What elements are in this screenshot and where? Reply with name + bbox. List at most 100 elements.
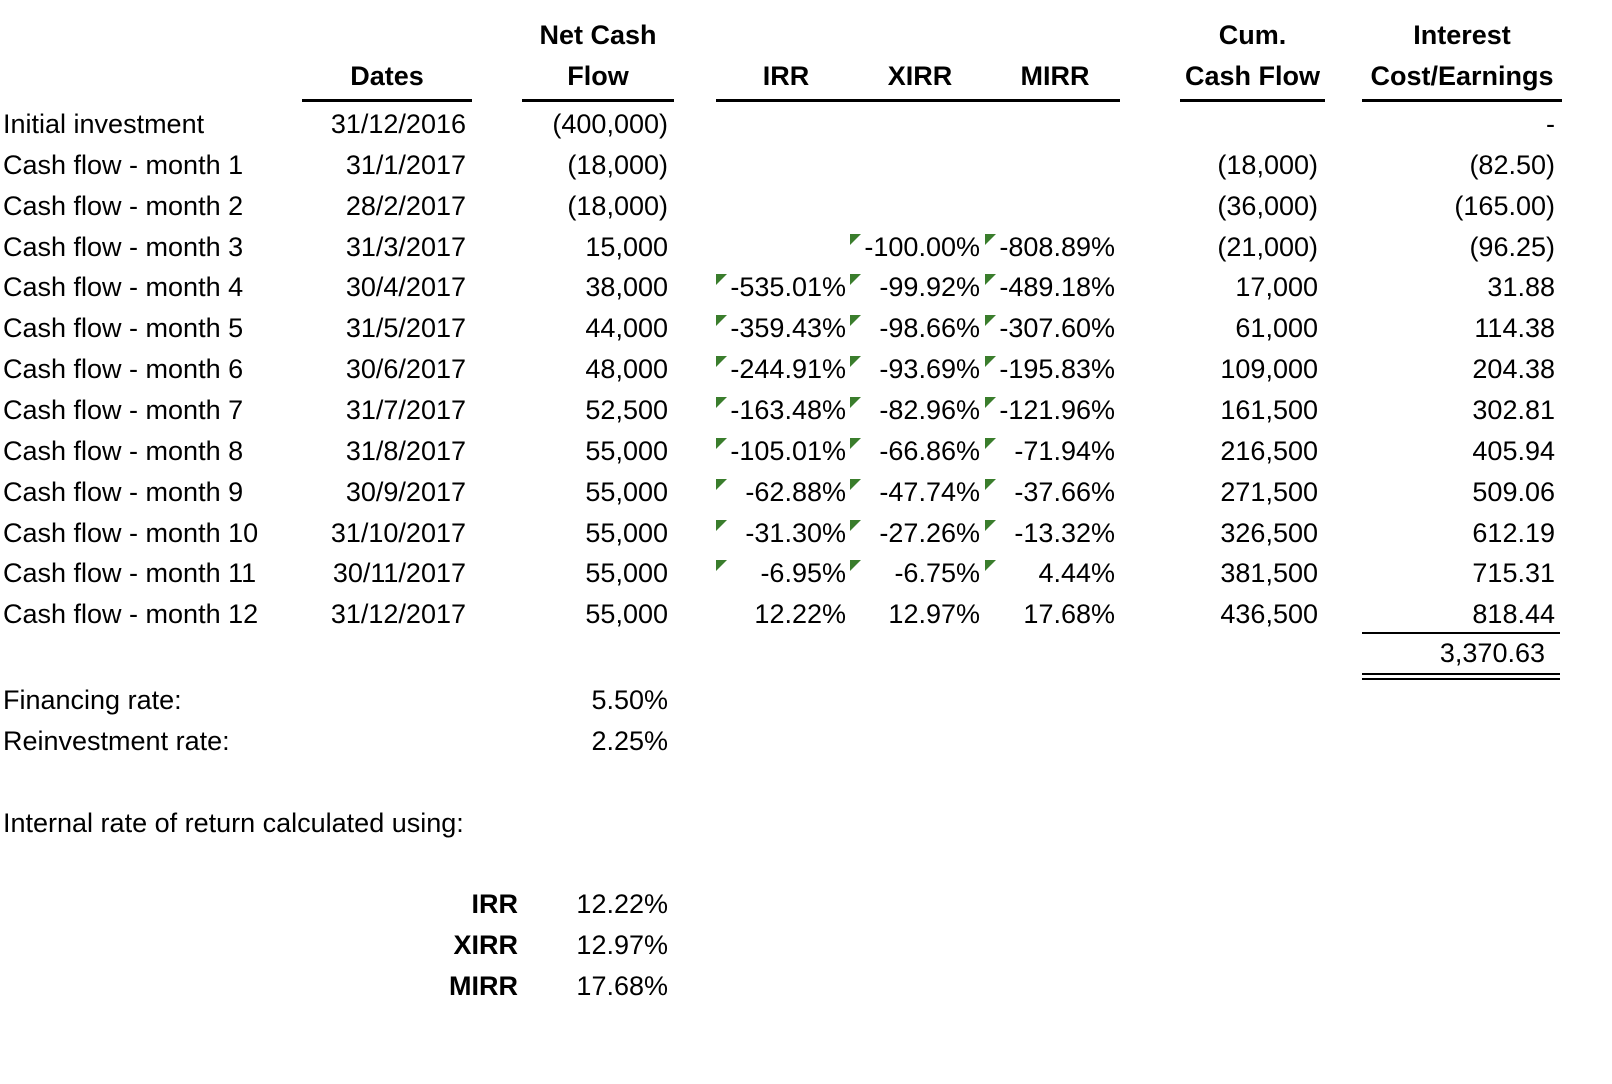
row-net-cash-flow[interactable]: (400,000) — [552, 109, 668, 139]
row-net-cash-flow[interactable]: 52,500 — [585, 394, 668, 425]
row-cum-cash-flow[interactable]: (18,000) — [1217, 149, 1318, 180]
row-xirr[interactable]: -82.96% — [879, 394, 980, 425]
row-interest[interactable]: - — [1546, 109, 1555, 139]
row-net-cash-flow[interactable]: 44,000 — [585, 313, 668, 344]
row-interest[interactable]: 612.19 — [1472, 517, 1555, 548]
row-irr[interactable]: -163.48% — [730, 394, 846, 425]
row-interest[interactable]: 204.38 — [1472, 354, 1555, 385]
row-xirr[interactable]: -6.75% — [894, 558, 980, 589]
row-interest[interactable]: 31.88 — [1487, 272, 1555, 303]
row-interest[interactable]: 405.94 — [1472, 435, 1555, 466]
row-label: Cash flow - month 7 — [3, 394, 244, 425]
row-cum-cash-flow[interactable]: 17,000 — [1235, 272, 1318, 303]
row-cum-cash-flow[interactable]: 326,500 — [1220, 517, 1318, 548]
row-net-cash-flow[interactable]: (18,000) — [567, 149, 668, 180]
row-net-cash-flow[interactable]: 38,000 — [585, 272, 668, 303]
row-cum-cash-flow[interactable]: 109,000 — [1220, 354, 1318, 385]
row-mirr[interactable]: 17.68% — [1023, 599, 1115, 630]
row-irr[interactable]: -31.30% — [745, 517, 846, 548]
row-date[interactable]: 28/2/2017 — [345, 190, 466, 221]
row-cum-cash-flow[interactable]: 216,500 — [1220, 435, 1318, 466]
row-net-cash-flow[interactable]: (18,000) — [567, 190, 668, 221]
row-mirr[interactable]: -808.89% — [999, 231, 1115, 262]
row-interest[interactable]: 509.06 — [1472, 476, 1555, 507]
row-irr[interactable]: -359.43% — [730, 313, 846, 344]
error-indicator-icon — [850, 560, 861, 572]
row-interest[interactable]: (96.25) — [1469, 231, 1555, 262]
row-cum-cash-flow[interactable]: 271,500 — [1220, 476, 1318, 507]
row-interest[interactable]: (82.50) — [1469, 149, 1555, 180]
error-indicator-icon — [716, 437, 727, 449]
row-xirr[interactable]: 12.97% — [888, 599, 980, 630]
row-xirr[interactable]: -99.92% — [879, 272, 980, 303]
row-mirr[interactable]: -489.18% — [999, 272, 1115, 303]
row-irr[interactable]: 12.22% — [754, 599, 846, 630]
row-mirr[interactable]: -307.60% — [999, 313, 1115, 344]
row-interest[interactable]: 715.31 — [1472, 558, 1555, 589]
row-irr[interactable]: -535.01% — [730, 272, 846, 303]
row-date[interactable]: 31/3/2017 — [345, 231, 466, 262]
row-xirr[interactable]: -100.00% — [864, 231, 980, 262]
row-label: Cash flow - month 4 — [3, 272, 244, 303]
row-irr[interactable]: -105.01% — [730, 435, 846, 466]
row-cum-cash-flow[interactable]: 381,500 — [1220, 558, 1318, 589]
row-net-cash-flow[interactable]: 55,000 — [585, 476, 668, 507]
row-xirr[interactable]: -47.74% — [879, 476, 980, 507]
row-net-cash-flow[interactable]: 55,000 — [585, 435, 668, 466]
row-net-cash-flow[interactable]: 55,000 — [585, 599, 668, 630]
row-mirr[interactable]: -121.96% — [999, 394, 1115, 425]
row-date[interactable]: 30/11/2017 — [332, 558, 466, 589]
row-mirr[interactable]: -195.83% — [999, 354, 1115, 385]
row-interest[interactable]: 818.44 — [1472, 599, 1555, 630]
row-cum-cash-flow[interactable]: (21,000) — [1217, 231, 1318, 262]
financing-rate-value[interactable]: 5.50% — [591, 685, 668, 715]
row-cum-cash-flow[interactable]: (36,000) — [1217, 190, 1318, 221]
row-cum-cash-flow[interactable]: 161,500 — [1220, 394, 1318, 425]
row-label: Cash flow - month 10 — [3, 517, 259, 548]
row-date[interactable]: 31/12/2017 — [330, 599, 466, 630]
row-xirr[interactable]: -66.86% — [879, 435, 980, 466]
row-irr[interactable]: -62.88% — [745, 476, 846, 507]
header-mirr: MIRR — [1020, 61, 1090, 91]
header-xirr: XIRR — [887, 61, 953, 91]
row-date[interactable]: 30/4/2017 — [345, 272, 466, 303]
row-date[interactable]: 31/8/2017 — [345, 435, 466, 466]
summary-irr-value[interactable]: 12.22% — [576, 889, 668, 919]
row-net-cash-flow[interactable]: 48,000 — [585, 354, 668, 385]
row-net-cash-flow[interactable]: 15,000 — [585, 231, 668, 262]
row-irr[interactable]: -244.91% — [730, 354, 846, 385]
interest-total[interactable]: 3,370.63 — [1439, 638, 1545, 668]
row-mirr[interactable]: -37.66% — [1014, 476, 1115, 507]
summary-xirr-value[interactable]: 12.97% — [576, 930, 668, 960]
error-indicator-icon — [850, 437, 861, 449]
row-label: Initial investment — [3, 109, 205, 139]
row-mirr[interactable]: -71.94% — [1014, 435, 1115, 466]
row-date[interactable]: 30/9/2017 — [345, 476, 466, 507]
summary-mirr-value[interactable]: 17.68% — [576, 971, 668, 1001]
row-date[interactable]: 31/12/2016 — [330, 109, 466, 139]
summary-xirr-label: XIRR — [453, 930, 518, 960]
row-interest[interactable]: 114.38 — [1474, 313, 1555, 344]
row-date[interactable]: 30/6/2017 — [345, 354, 466, 385]
row-mirr[interactable]: 4.44% — [1038, 558, 1115, 589]
error-indicator-icon — [716, 478, 727, 490]
row-date[interactable]: 31/10/2017 — [330, 517, 466, 548]
row-date[interactable]: 31/1/2017 — [345, 149, 466, 180]
row-xirr[interactable]: -93.69% — [879, 354, 980, 385]
row-irr[interactable]: -6.95% — [760, 558, 846, 589]
summary-mirr-label: MIRR — [449, 971, 518, 1001]
row-net-cash-flow[interactable]: 55,000 — [585, 517, 668, 548]
row-interest[interactable]: 302.81 — [1472, 394, 1555, 425]
row-cum-cash-flow[interactable]: 61,000 — [1235, 313, 1318, 344]
row-date[interactable]: 31/7/2017 — [345, 394, 466, 425]
row-xirr[interactable]: -27.26% — [879, 517, 980, 548]
error-indicator-icon — [850, 233, 861, 245]
reinvestment-rate-value[interactable]: 2.25% — [591, 726, 668, 756]
row-date[interactable]: 31/5/2017 — [345, 313, 466, 344]
row-interest[interactable]: (165.00) — [1454, 190, 1555, 221]
row-xirr[interactable]: -98.66% — [879, 313, 980, 344]
row-cum-cash-flow[interactable]: 436,500 — [1220, 599, 1318, 630]
row-mirr[interactable]: -13.32% — [1014, 517, 1115, 548]
summary-title: Internal rate of return calculated using… — [3, 808, 464, 838]
row-net-cash-flow[interactable]: 55,000 — [585, 558, 668, 589]
